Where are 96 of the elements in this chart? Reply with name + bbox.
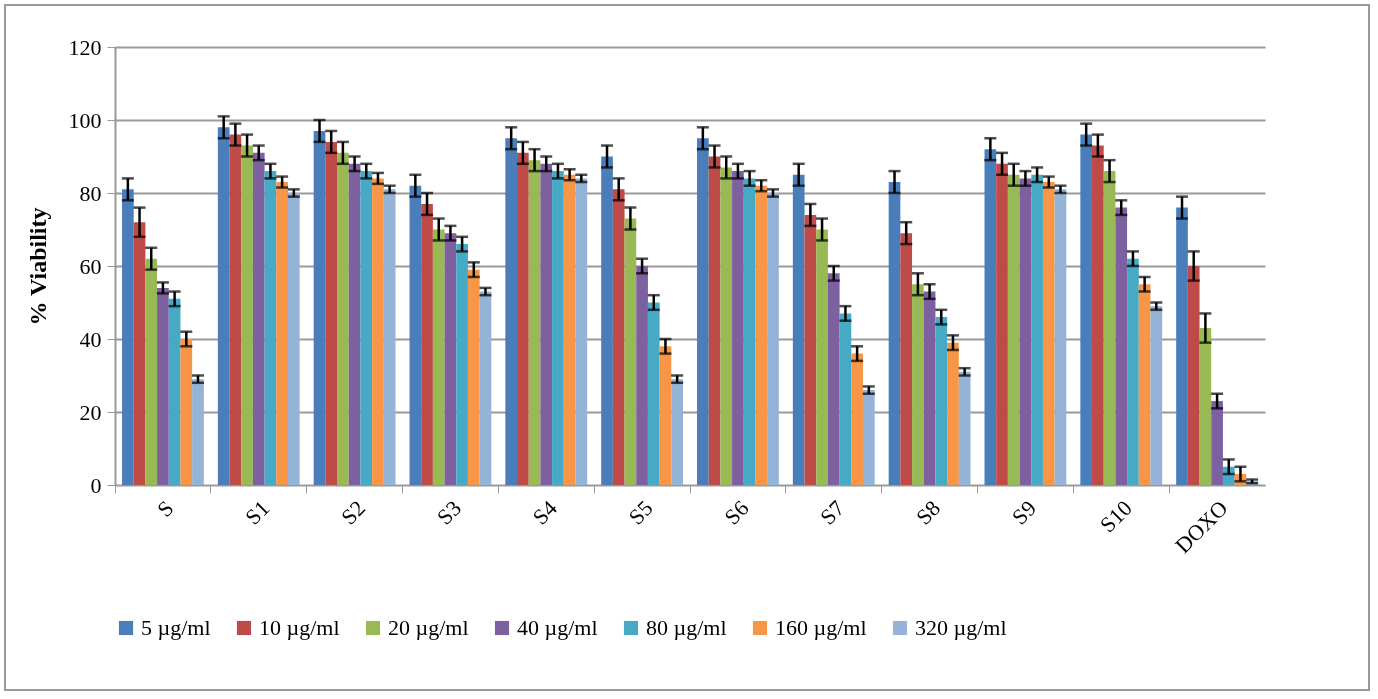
bar xyxy=(851,353,863,485)
bar xyxy=(432,229,445,485)
x-tick-label: S1 xyxy=(240,495,275,530)
bar xyxy=(1176,207,1188,485)
bar xyxy=(1092,145,1104,485)
bar xyxy=(552,171,564,485)
x-tick-label: S xyxy=(152,495,179,522)
x-tick-label: S7 xyxy=(815,495,850,530)
bar xyxy=(372,178,384,485)
bar xyxy=(444,233,457,485)
bar xyxy=(755,185,768,485)
bar xyxy=(720,167,733,485)
bar xyxy=(563,174,576,485)
bar xyxy=(467,269,480,485)
legend-label: 20 µg/ml xyxy=(388,615,469,640)
y-axis-title: % Viability xyxy=(24,207,51,326)
x-tick-label: S8 xyxy=(911,495,946,530)
y-tick-label: 60 xyxy=(79,253,102,279)
bar xyxy=(313,130,326,485)
bar xyxy=(348,163,361,485)
bar xyxy=(122,189,134,485)
bar xyxy=(1187,266,1200,485)
bar xyxy=(1042,182,1055,485)
bar xyxy=(935,317,948,485)
bar xyxy=(1115,207,1128,485)
bar xyxy=(360,171,373,485)
bar xyxy=(1019,178,1032,485)
legend-label: 320 µg/ml xyxy=(915,615,1007,640)
bar xyxy=(647,302,660,485)
bar xyxy=(528,160,541,485)
bar xyxy=(1138,284,1151,485)
bar xyxy=(1211,401,1223,485)
bar xyxy=(241,145,253,485)
bar xyxy=(1007,174,1020,485)
bar xyxy=(145,258,158,485)
bar xyxy=(732,171,744,485)
legend-label: 80 µg/ml xyxy=(646,615,727,640)
bar xyxy=(409,185,422,485)
bar xyxy=(1031,174,1043,485)
bar xyxy=(636,266,648,485)
bar xyxy=(1199,328,1212,485)
bar xyxy=(804,214,817,485)
x-tick-label: S5 xyxy=(623,495,658,530)
y-tick-label: 20 xyxy=(79,399,102,425)
x-tick-label: S10 xyxy=(1094,495,1137,538)
bar xyxy=(1103,171,1116,485)
legend-label: 10 µg/ml xyxy=(259,615,340,640)
legend-label: 160 µg/ml xyxy=(775,615,867,640)
bar xyxy=(505,138,518,485)
bar xyxy=(839,313,852,485)
bar xyxy=(157,287,169,485)
x-tick-label: S6 xyxy=(719,495,754,530)
x-tick-label: S3 xyxy=(431,495,466,530)
bar xyxy=(229,134,242,485)
bar xyxy=(888,182,901,485)
bar xyxy=(217,127,230,485)
bar xyxy=(816,229,828,485)
bar xyxy=(624,218,637,485)
legend-label: 5 µg/ml xyxy=(141,615,211,640)
bar xyxy=(1127,258,1139,485)
bar xyxy=(601,156,613,485)
bar xyxy=(697,138,709,485)
x-tick-label: S2 xyxy=(336,495,371,530)
y-tick-label: 40 xyxy=(79,326,102,352)
bar xyxy=(900,233,913,485)
bar xyxy=(708,156,721,485)
legend-label: 40 µg/ml xyxy=(517,615,598,640)
bar xyxy=(264,171,277,485)
bar xyxy=(517,152,529,485)
bar xyxy=(743,178,756,485)
bar xyxy=(133,222,146,485)
bar xyxy=(180,339,193,485)
bar xyxy=(421,203,433,485)
bar xyxy=(912,284,924,485)
bar xyxy=(168,298,181,485)
y-tick-label: 80 xyxy=(79,180,102,206)
bar xyxy=(827,273,840,485)
bar xyxy=(252,152,265,485)
bar xyxy=(659,346,672,485)
bar xyxy=(984,149,997,485)
x-tick-label: S4 xyxy=(527,495,562,530)
bar xyxy=(337,152,349,485)
bar xyxy=(612,189,625,485)
y-tick-label: 100 xyxy=(68,107,102,133)
bar xyxy=(456,244,468,485)
bar xyxy=(540,163,553,485)
bar xyxy=(325,141,338,485)
bar xyxy=(947,342,959,485)
bar xyxy=(1080,134,1093,485)
bar xyxy=(996,163,1008,485)
bar xyxy=(792,174,805,485)
y-tick-label: 0 xyxy=(90,472,102,498)
y-tick-label: 120 xyxy=(68,34,102,60)
bar xyxy=(276,182,288,485)
bar xyxy=(923,291,936,485)
x-tick-label: S9 xyxy=(1006,495,1041,530)
